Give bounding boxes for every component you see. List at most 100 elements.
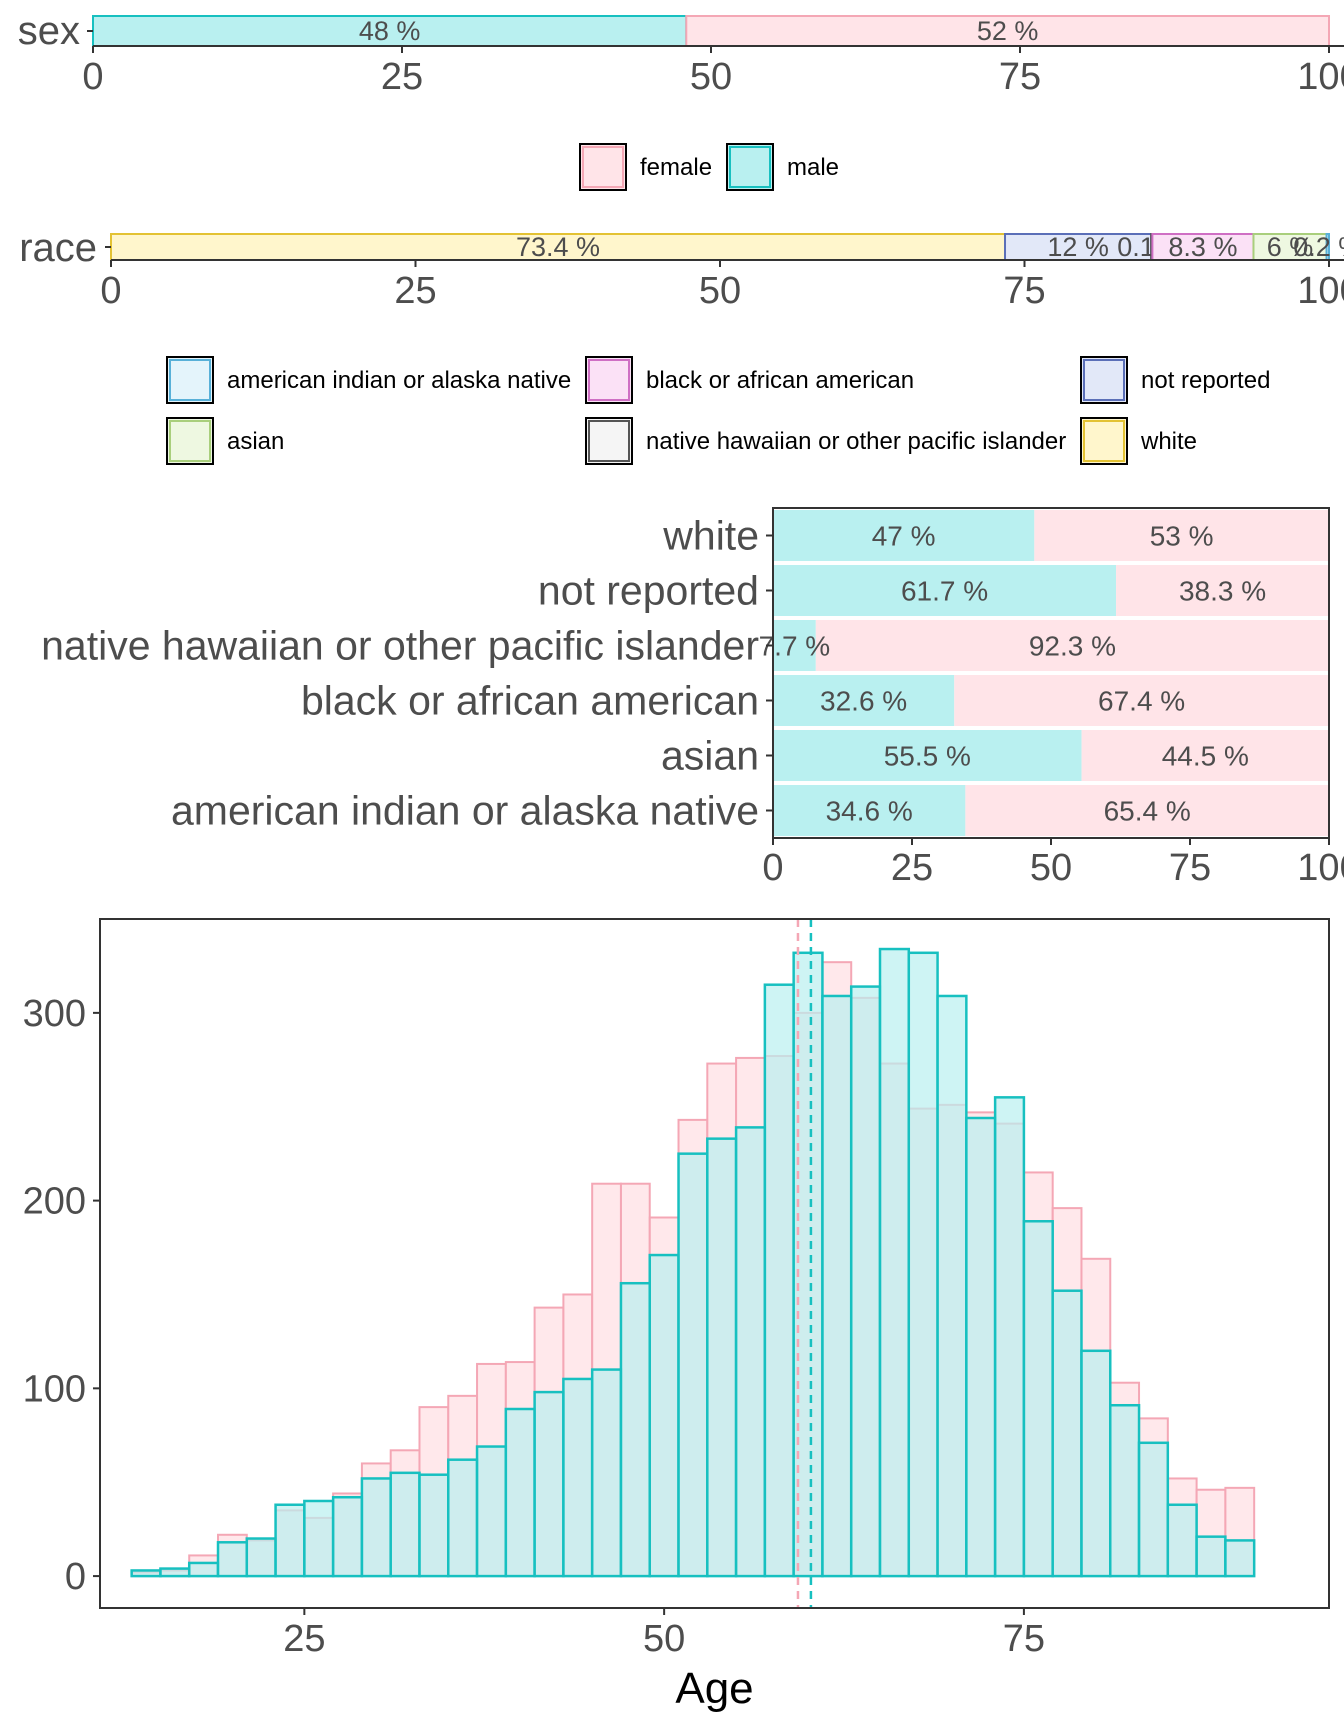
y-tick-label-white: white	[662, 513, 759, 559]
x-tick-label: 25	[394, 270, 436, 312]
legend-label-american-indian-or-alaska-native: american indian or alaska native	[227, 367, 571, 394]
hist-bar-male	[878, 947, 911, 1578]
x-tick-label: 0	[100, 270, 121, 312]
legend-swatch-native-hawaiian-or-other-pacific-islander	[588, 420, 630, 462]
y-tick-label: 100	[23, 1368, 86, 1410]
category-label: sex	[18, 9, 80, 53]
hist-bar-male	[1080, 1349, 1112, 1578]
legend-swatch-white	[1083, 420, 1125, 462]
bar-label-not-reported: 12 %	[1047, 232, 1109, 262]
hist-bar-male	[1137, 1441, 1170, 1578]
bar-female-asian	[1081, 730, 1329, 781]
hist-bar-male	[993, 1096, 1026, 1578]
bar-male-black-or-african-american	[773, 675, 955, 726]
bar-label-female-not-reported: 38.3 %	[1179, 576, 1266, 607]
hist-bar-male	[907, 951, 939, 1578]
hist-bar-male	[274, 1503, 306, 1578]
x-tick-label: 25	[381, 56, 423, 98]
race-stacked-bar-panel: 73.4 %12 %0.1 %8.3 %6 %0.2 %race02550751…	[19, 226, 1344, 312]
legend-label-female: female	[640, 154, 712, 181]
bar-male-asian	[773, 730, 1082, 781]
race-legend: american indian or alaska native black or…	[166, 356, 1270, 465]
x-tick-label: 50	[1030, 847, 1072, 889]
bar-female-white	[1034, 510, 1329, 561]
bar-segment-asian	[1252, 233, 1328, 261]
hist-bar-male	[245, 1537, 277, 1578]
hist-bar-male	[504, 1407, 536, 1578]
hist-bar-male	[447, 1458, 479, 1578]
legend-label-white: white	[1140, 428, 1197, 455]
x-tick-label: 50	[699, 270, 741, 312]
y-tick-label-black-or-african-american: black or african american	[301, 678, 759, 724]
bar-segment-white	[110, 233, 1007, 261]
y-tick-label-asian: asian	[661, 733, 759, 779]
hist-bar-male	[590, 1368, 623, 1578]
x-tick-label: 50	[690, 56, 732, 98]
hist-bar-male	[331, 1495, 364, 1578]
legend-label-native-hawaiian-or-other-pacific-islander: native hawaiian or other pacific islande…	[646, 428, 1066, 455]
legend-label-male: male	[787, 154, 839, 181]
bar-label-female-native-hawaiian-or-other-pacific-islander: 92.3 %	[1029, 631, 1116, 662]
x-tick-label: 25	[283, 1618, 325, 1660]
legend-swatch-american-indian-or-alaska-native	[169, 359, 211, 401]
bar-label-white: 73.4 %	[516, 232, 600, 262]
legend-swatch-black-or-african-american	[588, 359, 630, 401]
bar-male-not-reported	[773, 565, 1117, 616]
bar-label-female-black-or-african-american: 67.4 %	[1098, 686, 1185, 717]
legend-swatch-male	[729, 146, 771, 188]
hist-bar-male	[418, 1473, 450, 1578]
hist-bar-male	[792, 951, 824, 1578]
bar-male-american-indian-or-alaska-native	[773, 785, 966, 836]
y-tick-label-native-hawaiian-or-other-pacific-islander: native hawaiian or other pacific islande…	[41, 623, 759, 669]
bar-label-female-white: 53 %	[1150, 521, 1214, 552]
y-tick-label: 0	[65, 1556, 86, 1598]
y-tick-label: 200	[23, 1181, 86, 1223]
bar-label-male-white: 47 %	[872, 521, 936, 552]
sex-legend: female male	[579, 143, 839, 191]
x-tick-label: 75	[1003, 270, 1045, 312]
plot-frame	[772, 507, 1330, 839]
hist-bar-male	[1166, 1503, 1198, 1578]
x-tick-label: 75	[1169, 847, 1211, 889]
bar-label-female-american-indian-or-alaska-native: 65.4 %	[1104, 796, 1191, 827]
hist-bar-male	[648, 1253, 680, 1578]
hist-bar-male	[821, 994, 853, 1578]
y-tick-label: 300	[23, 993, 86, 1035]
hist-bar-male	[130, 1569, 162, 1578]
bar-female-native-hawaiian-or-other-pacific-islander	[815, 620, 1329, 671]
hist-bar-male	[619, 1281, 651, 1578]
hist-bar-male	[849, 985, 882, 1578]
bar-label-female-asian: 44.5 %	[1162, 741, 1249, 772]
age-histogram-panel: 0 100 200 300 25 50 75 Age	[23, 918, 1330, 1713]
x-tick-label: 50	[643, 1618, 685, 1660]
legend-label-asian: asian	[227, 428, 284, 455]
legend-swatch-not-reported	[1083, 359, 1125, 401]
hist-bar-male	[360, 1477, 392, 1578]
category-label: race	[19, 226, 97, 270]
x-tick-label: 25	[891, 847, 933, 889]
legend-swatch-female	[582, 146, 624, 188]
legend-label-black-or-african-american: black or african american	[646, 367, 914, 394]
bar-label-male-not-reported: 61.7 %	[901, 576, 988, 607]
x-tick-label: 75	[999, 56, 1041, 98]
hist-bar-male	[187, 1561, 220, 1578]
legend-swatch-asian	[169, 420, 211, 462]
hist-bar-male	[303, 1499, 335, 1578]
hist-bar-male	[475, 1445, 508, 1578]
hist-bar-male	[389, 1471, 421, 1578]
hist-bar-male	[734, 1126, 767, 1578]
bar-female-american-indian-or-alaska-native	[965, 785, 1329, 836]
bar-label-asian: 6 %	[1267, 232, 1314, 262]
hist-bar-male	[1224, 1539, 1256, 1578]
plot-frame	[99, 918, 1330, 1609]
bar-male-white	[773, 510, 1035, 561]
y-tick-label-not-reported: not reported	[538, 568, 759, 614]
x-axis-title: Age	[675, 1664, 753, 1713]
legend-label-not-reported: not reported	[1141, 367, 1270, 394]
hist-bar-male	[677, 1152, 709, 1578]
bar-label-male-american-indian-or-alaska-native: 34.6 %	[826, 796, 913, 827]
x-tick-label: 100	[1297, 270, 1344, 312]
